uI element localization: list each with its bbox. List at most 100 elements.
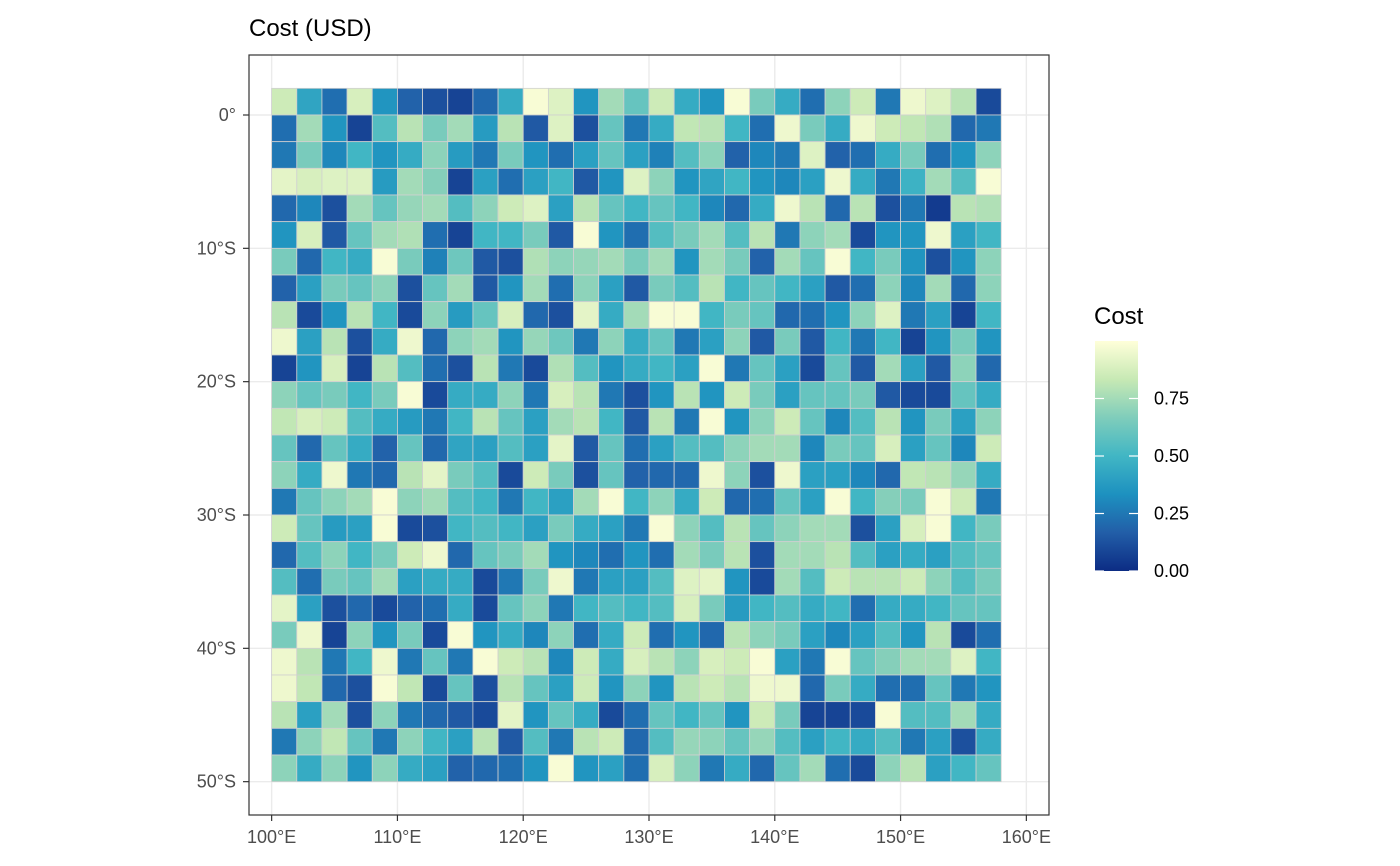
heatmap-cell <box>321 221 348 249</box>
heatmap-cell <box>598 674 625 703</box>
heatmap-cell <box>321 701 348 729</box>
heatmap-cell <box>271 461 298 489</box>
heatmap-cell <box>673 674 700 703</box>
heatmap-cell <box>698 514 725 543</box>
heatmap-cell <box>875 327 901 356</box>
heatmap-cell <box>422 514 449 543</box>
heatmap-cell <box>950 647 977 676</box>
heatmap-cell <box>296 434 323 463</box>
heatmap-cell <box>598 327 625 356</box>
heatmap-cell <box>648 514 675 543</box>
heatmap-cell <box>849 594 876 623</box>
heatmap-cell <box>321 301 348 329</box>
heatmap-cell <box>271 167 298 196</box>
heatmap-cell <box>296 301 323 329</box>
heatmap-cell <box>799 647 826 676</box>
heatmap-cell <box>925 567 952 596</box>
heatmap-cell <box>950 167 977 196</box>
heatmap-cell <box>573 194 600 223</box>
heatmap-cell <box>849 274 876 303</box>
heatmap-cell <box>749 621 776 649</box>
heatmap-cell <box>799 727 826 756</box>
heatmap-cell <box>497 487 524 516</box>
heatmap-cell <box>598 301 625 329</box>
heatmap-cell <box>774 407 801 436</box>
heatmap-cell <box>950 674 977 703</box>
heatmap-cell <box>497 701 524 729</box>
heatmap-cell <box>397 87 423 116</box>
heatmap-cell <box>346 594 373 623</box>
heatmap-cell <box>950 461 977 489</box>
heatmap-cell <box>749 567 776 596</box>
heatmap-cell <box>673 541 700 569</box>
heatmap-cell <box>573 487 600 516</box>
heatmap-cell <box>925 594 952 623</box>
heatmap-cell <box>547 407 574 436</box>
heatmap-cell <box>975 301 1002 329</box>
heatmap-cell <box>950 727 977 756</box>
heatmap-cell <box>497 274 524 303</box>
heatmap-cell <box>346 327 373 356</box>
heatmap-cell <box>875 221 901 249</box>
heatmap-cell <box>296 167 323 196</box>
heatmap-cell <box>774 141 801 169</box>
heatmap-cell <box>296 594 323 623</box>
heatmap-cell <box>824 594 851 623</box>
legend-tick-label: 0.25 <box>1154 504 1189 524</box>
heatmap-cell <box>900 327 927 356</box>
heatmap-cell <box>447 194 474 223</box>
heatmap-cell <box>648 407 675 436</box>
heatmap-cell <box>950 274 977 303</box>
heatmap-cell <box>296 701 323 729</box>
heatmap-cell <box>774 647 801 676</box>
heatmap-cell <box>472 541 499 569</box>
heatmap-cell <box>950 487 977 516</box>
heatmap-cell <box>397 354 423 383</box>
heatmap-cell <box>296 194 323 223</box>
heatmap-cell <box>522 167 549 196</box>
heatmap-cell <box>824 194 851 223</box>
heatmap-cell <box>824 647 851 676</box>
heatmap-cell <box>422 381 449 409</box>
heatmap-cell <box>271 434 298 463</box>
heatmap-cell <box>397 727 423 756</box>
heatmap-cell <box>799 247 826 276</box>
heatmap-cell <box>925 354 952 383</box>
heatmap-cell <box>724 327 751 356</box>
heatmap-cell <box>422 221 449 249</box>
heatmap-cell <box>623 621 650 649</box>
heatmap-cell <box>397 567 423 596</box>
heatmap-cell <box>371 621 398 649</box>
heatmap-cell <box>296 514 323 543</box>
heatmap-cell <box>648 701 675 729</box>
heatmap-cell <box>623 727 650 756</box>
heatmap-cell <box>573 301 600 329</box>
heatmap-cell <box>321 407 348 436</box>
x-tick-label: 160°E <box>1002 827 1051 847</box>
heatmap-cell <box>371 647 398 676</box>
heatmap-cell <box>321 114 348 143</box>
heatmap-cell <box>824 754 851 783</box>
heatmap-cell <box>547 487 574 516</box>
heatmap-cell <box>698 567 725 596</box>
heatmap-cell <box>950 754 977 783</box>
heatmap-cell <box>321 87 348 116</box>
heatmap-cell <box>799 567 826 596</box>
heatmap-cell <box>321 541 348 569</box>
heatmap-cell <box>522 274 549 303</box>
heatmap-cell <box>397 194 423 223</box>
heatmap-cell <box>598 701 625 729</box>
heatmap-cell <box>724 461 751 489</box>
heatmap-cell <box>321 647 348 676</box>
heatmap-cell <box>849 754 876 783</box>
heatmap-cell <box>724 594 751 623</box>
heatmap-cell <box>573 461 600 489</box>
heatmap-cell <box>950 114 977 143</box>
heatmap-cell <box>824 461 851 489</box>
heatmap-cell <box>371 114 398 143</box>
heatmap-cell <box>497 141 524 169</box>
heatmap-cell <box>346 674 373 703</box>
heatmap-cell <box>975 567 1002 596</box>
x-tick-label: 140°E <box>750 827 799 847</box>
heatmap-cell <box>749 354 776 383</box>
